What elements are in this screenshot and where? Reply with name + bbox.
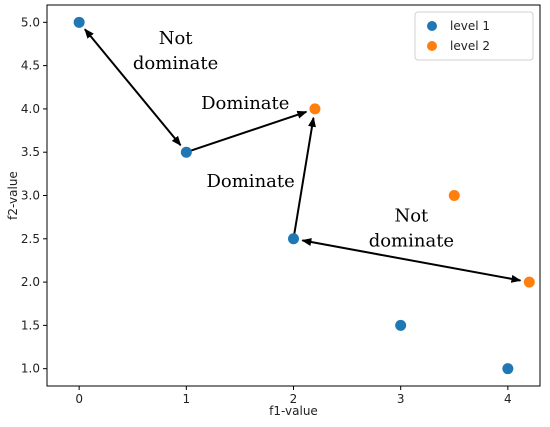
y-tick-label: 1.0: [21, 362, 40, 376]
data-point-level-1: [288, 233, 299, 245]
legend-marker: [427, 21, 437, 31]
y-tick-label: 1.5: [21, 318, 40, 332]
plot-frame: [46, 4, 541, 387]
legend-box: [414, 11, 534, 61]
annotation-label: dominate: [133, 53, 218, 74]
annotation-label: Dominate: [206, 171, 294, 192]
annotation-label: Not: [394, 205, 429, 226]
y-tick-label: 2.5: [21, 232, 40, 246]
y-axis-label: f2-value: [6, 171, 20, 220]
legend-label: level 1: [450, 19, 490, 33]
data-point-level-1: [502, 363, 514, 375]
data-point-level-2: [448, 190, 460, 201]
y-tick-label: 4.5: [21, 59, 40, 73]
x-tick-label: 4: [504, 392, 512, 406]
data-point-level-1: [180, 146, 192, 158]
legend-marker: [427, 41, 437, 51]
y-tick-label: 3.0: [21, 189, 40, 203]
data-point-level-1: [395, 319, 407, 331]
y-tick-label: 4.0: [21, 102, 40, 116]
y-tick-label: 2.0: [21, 275, 40, 289]
data-point-level-2: [523, 276, 535, 288]
data-point-level-2: [309, 103, 321, 115]
x-tick-label: 3: [397, 392, 405, 406]
y-tick-label: 3.5: [21, 145, 40, 159]
annotation-label: Not: [159, 28, 194, 49]
x-axis-label: f1-value: [269, 404, 318, 418]
dominance-arrow: [293, 116, 316, 235]
data-point-level-1: [73, 16, 85, 28]
dominance-arrow: [190, 110, 308, 152]
legend-label: level 2: [450, 39, 490, 53]
x-tick-label: 2: [290, 392, 298, 406]
dominance-arrow: [301, 238, 522, 283]
annotation-label: Dominate: [201, 93, 289, 114]
x-tick-label: 0: [75, 392, 83, 406]
dominance-arrow: [84, 28, 182, 147]
annotation-label: dominate: [369, 230, 454, 251]
y-tick-label: 5.0: [21, 15, 40, 29]
x-tick-label: 1: [183, 392, 191, 406]
